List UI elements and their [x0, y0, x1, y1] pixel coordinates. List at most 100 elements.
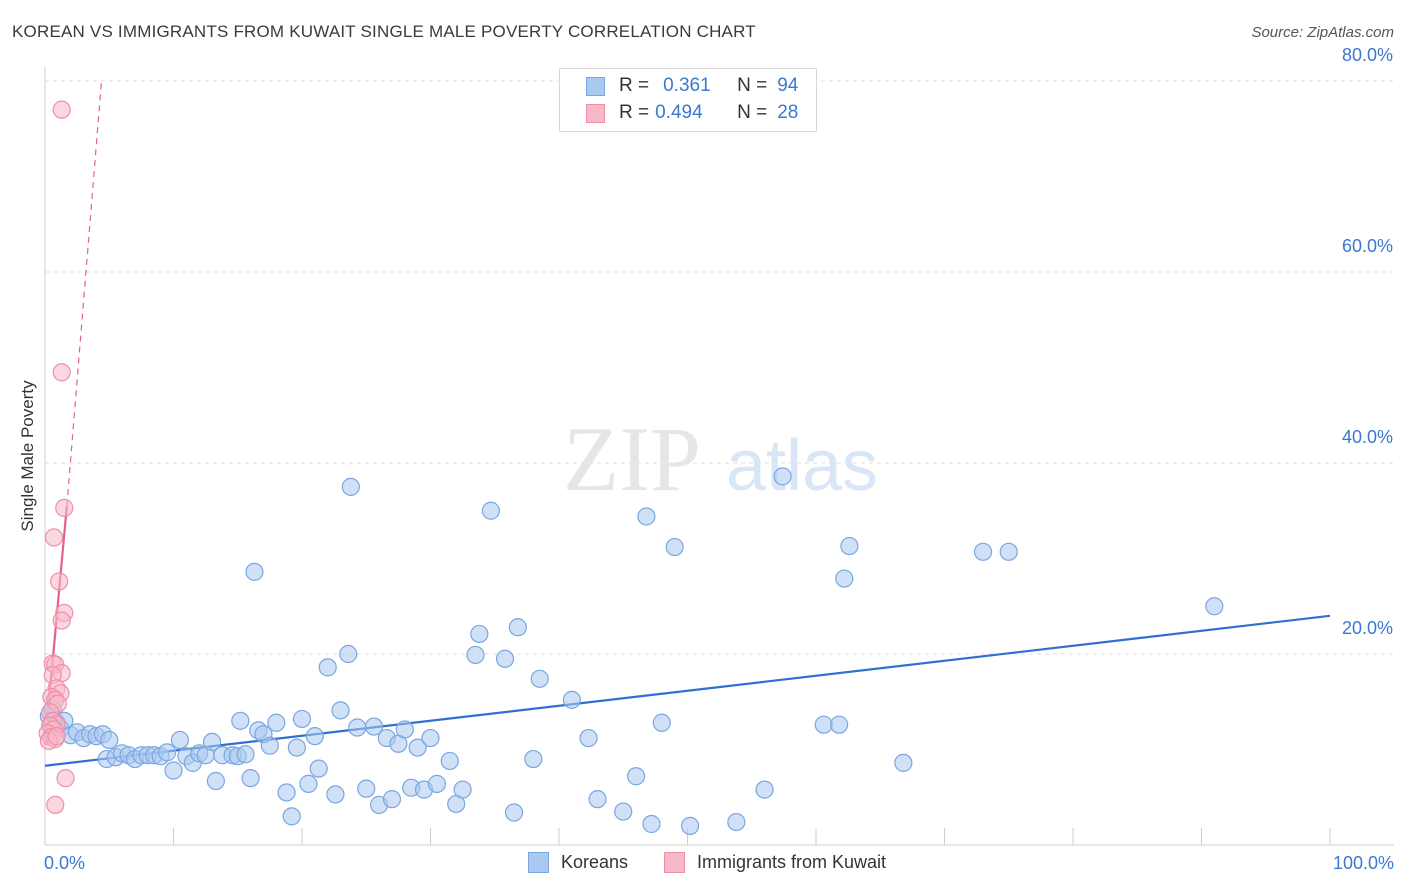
koreans-point-77: [562, 690, 581, 709]
koreans-point-71: [481, 501, 500, 520]
koreans-point-23: [170, 730, 190, 750]
koreans-point-74: [508, 618, 527, 637]
koreans-point-84: [652, 713, 671, 732]
koreans-point-47: [309, 759, 328, 778]
koreans-point-92: [835, 569, 854, 588]
y-tick-label: 40.0%: [1342, 427, 1393, 447]
koreans-point-44: [292, 709, 312, 729]
y-axis-label: Single Male Poverty: [18, 380, 37, 532]
watermark: ZIP atlas: [563, 408, 878, 510]
koreans-point-62: [408, 738, 427, 757]
watermark-zip: ZIP: [563, 408, 701, 510]
koreans-point-81: [626, 767, 646, 786]
koreans-point-22: [164, 761, 183, 780]
koreans-point-96: [999, 542, 1018, 561]
legend-label-kuwait: Immigrants from Kuwait: [697, 852, 887, 872]
kuwait-point-0: [52, 100, 71, 119]
koreans-point-66: [440, 751, 459, 771]
series-kuwait-points: [38, 100, 75, 814]
kuwait-point-4: [50, 572, 69, 591]
legend-item-kuwait[interactable]: Immigrants from Kuwait: [664, 852, 886, 873]
koreans-point-55: [364, 717, 384, 736]
trend-line-kuwait-extension: [66, 80, 103, 507]
x-tick-label-min: 0.0%: [44, 853, 85, 873]
kuwait-point-26: [56, 769, 75, 788]
koreans-point-91: [830, 715, 849, 734]
y-tick-label: 80.0%: [1342, 45, 1393, 65]
legend-swatch-kuwait: [664, 852, 685, 873]
koreans-point-72: [495, 649, 515, 668]
koreans-point-97: [1205, 597, 1224, 616]
koreans-point-88: [755, 780, 774, 799]
chart-source: Source: ZipAtlas.com: [1251, 24, 1394, 41]
x-tick-label-max: 100.0%: [1333, 853, 1394, 873]
trend-line-koreans: [44, 614, 1331, 767]
koreans-point-79: [588, 790, 607, 809]
y-tick-labels: 20.0% 40.0% 60.0% 80.0%: [1342, 45, 1393, 638]
legend-swatch-kuwait: [586, 103, 605, 123]
axis-layer: [44, 67, 1394, 846]
koreans-point-80: [614, 802, 633, 821]
koreans-point-76: [530, 669, 549, 688]
watermark-atlas: atlas: [726, 426, 878, 506]
koreans-point-41: [277, 783, 296, 802]
chart-title: KOREAN VS IMMIGRANTS FROM KUWAIT SINGLE …: [12, 22, 756, 41]
series-legend: Koreans Immigrants from Kuwait: [0, 852, 1406, 878]
koreans-point-95: [973, 542, 993, 561]
stats-legend: R = 0.361 N = 94 R = 0.494 N = 28: [559, 68, 817, 132]
koreans-point-11: [100, 730, 119, 750]
legend-r-label: R =: [619, 102, 650, 123]
legend-item-koreans[interactable]: Koreans: [528, 852, 628, 873]
kuwait-point-27: [46, 795, 65, 814]
koreans-point-58: [382, 790, 402, 809]
legend-swatch-koreans: [528, 852, 549, 873]
koreans-point-73: [504, 803, 524, 822]
x-tick-labels: 0.0% 100.0%: [44, 853, 1394, 873]
koreans-point-94: [894, 753, 913, 772]
koreans-point-29: [206, 771, 226, 791]
koreans-point-21: [157, 743, 177, 762]
kuwait-point-2: [55, 498, 74, 517]
koreans-point-75: [524, 749, 543, 769]
koreans-point-42: [282, 807, 301, 826]
legend-row-kuwait: R = 0.494 N = 28: [586, 101, 798, 125]
koreans-point-48: [318, 658, 337, 677]
koreans-point-65: [427, 774, 447, 793]
koreans-point-51: [339, 644, 358, 664]
koreans-point-33: [231, 711, 250, 730]
koreans-point-36: [245, 562, 264, 581]
koreans-point-39: [260, 736, 279, 755]
legend-n-value-kuwait: 28: [777, 102, 799, 123]
y-tick-label: 60.0%: [1342, 236, 1393, 256]
koreans-point-78: [579, 728, 598, 748]
koreans-point-28: [202, 732, 222, 751]
kuwait-point-6: [52, 611, 71, 630]
koreans-point-85: [665, 537, 684, 557]
koreans-point-43: [287, 738, 306, 757]
kuwait-point-1: [52, 363, 71, 382]
koreans-point-54: [357, 779, 376, 798]
koreans-point-34: [236, 745, 255, 764]
koreans-point-52: [341, 477, 360, 496]
koreans-point-46: [305, 727, 324, 746]
koreans-point-50: [331, 701, 350, 720]
koreans-point-69: [466, 645, 485, 665]
koreans-point-53: [348, 718, 367, 737]
legend-n-label: N =: [737, 102, 768, 123]
koreans-point-83: [642, 814, 661, 834]
series-koreans-points: [39, 467, 1224, 836]
koreans-point-60: [395, 720, 414, 739]
koreans-point-89: [773, 467, 792, 486]
y-tick-label: 20.0%: [1342, 618, 1393, 638]
legend-r-value-koreans: 0.361: [663, 75, 711, 96]
kuwait-point-25: [47, 727, 66, 746]
koreans-point-70: [470, 624, 489, 644]
legend-r-label: R =: [619, 75, 650, 96]
legend-n-value-koreans: 94: [777, 75, 799, 96]
koreans-point-87: [727, 812, 746, 832]
legend-row-koreans: R = 0.361 N = 94: [586, 74, 798, 98]
koreans-point-35: [241, 769, 260, 788]
koreans-point-68: [453, 780, 472, 799]
koreans-point-86: [680, 816, 700, 836]
